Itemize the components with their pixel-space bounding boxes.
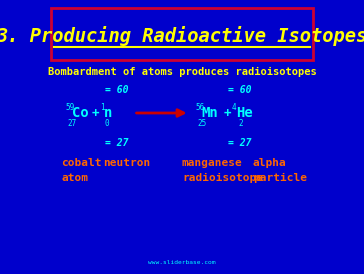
Text: 0: 0 (104, 119, 109, 129)
Text: 59: 59 (66, 104, 75, 113)
Text: cobalt: cobalt (61, 158, 102, 168)
Text: alpha: alpha (253, 158, 287, 168)
Text: www.sliderbase.com: www.sliderbase.com (148, 261, 216, 266)
Text: Bombardment of atoms produces radioisotopes: Bombardment of atoms produces radioisoto… (48, 67, 316, 77)
Text: = 60: = 60 (228, 85, 251, 95)
Text: = 27: = 27 (104, 138, 128, 148)
Text: atom: atom (61, 173, 88, 183)
Text: +: + (91, 107, 99, 119)
Text: +: + (223, 107, 231, 119)
Text: 56: 56 (195, 104, 205, 113)
Text: 1: 1 (100, 104, 105, 113)
Text: He: He (236, 106, 253, 120)
Text: particle: particle (253, 173, 307, 183)
Text: 2: 2 (239, 119, 243, 129)
Text: Co: Co (72, 106, 88, 120)
Text: 3. Producing Radioactive Isotopes: 3. Producing Radioactive Isotopes (0, 26, 364, 46)
Text: Mn: Mn (202, 106, 218, 120)
Text: = 60: = 60 (104, 85, 128, 95)
Text: 25: 25 (197, 119, 206, 129)
Text: n: n (104, 106, 112, 120)
Text: manganese: manganese (182, 158, 243, 168)
Text: 4: 4 (232, 104, 237, 113)
Text: radioisotope: radioisotope (182, 173, 263, 183)
Text: = 27: = 27 (228, 138, 251, 148)
Text: 27: 27 (67, 119, 76, 129)
FancyBboxPatch shape (51, 8, 313, 60)
Text: neutron: neutron (103, 158, 151, 168)
